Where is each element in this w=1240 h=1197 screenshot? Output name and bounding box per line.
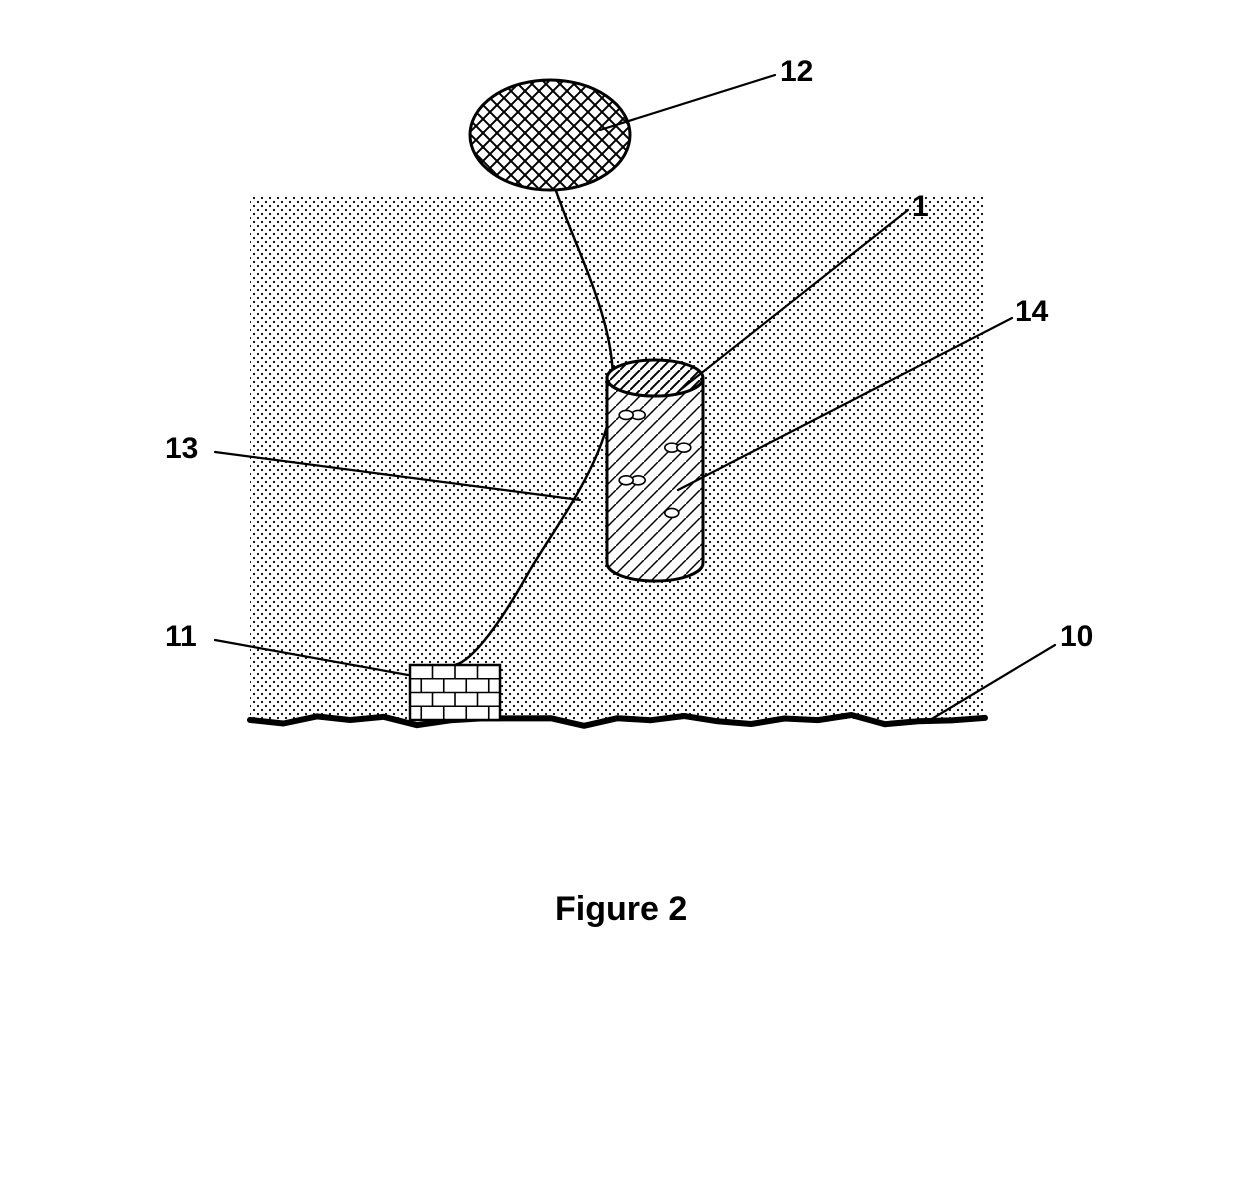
surface-buoy [470,80,630,190]
figure-caption: Figure 2 [555,890,687,929]
figure-svg [0,0,1240,1197]
callout-label-12: 12 [780,55,813,89]
callout-label-14: 14 [1015,295,1048,329]
leader-12 [600,75,775,130]
cage-cylinder [607,360,703,581]
callout-label-11: 11 [165,620,197,654]
callout-label-10: 10 [1060,620,1093,654]
callout-label-1: 1 [912,190,929,224]
anchor-block [410,665,500,720]
callout-label-13: 13 [165,432,198,466]
